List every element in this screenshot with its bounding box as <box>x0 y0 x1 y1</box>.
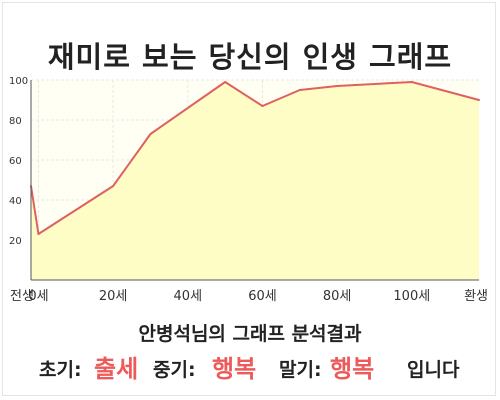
mid-period-label: 중기: <box>153 359 196 381</box>
area-fill <box>31 82 479 280</box>
data-point <box>261 105 264 107</box>
late-period-label: 말기: <box>279 359 322 381</box>
y-tick-label: 100 <box>9 76 28 87</box>
data-point <box>336 85 339 87</box>
card-frame <box>2 2 496 396</box>
x-tick-label: 환생 <box>464 289 488 304</box>
late-period-value: 행복 <box>330 355 375 383</box>
result-summary: 초기: 출세 중기: 행복 말기: 행복 입니다 <box>0 346 500 383</box>
x-tick-label: 60세 <box>248 289 277 304</box>
x-tick-label: 80세 <box>323 289 352 304</box>
series-line <box>30 81 480 235</box>
x-tick-label: 0세 <box>28 289 48 304</box>
x-tick-label: 전생 <box>10 289 34 304</box>
y-tick-label: 40 <box>9 196 22 207</box>
x-tick-label: 20세 <box>99 289 128 304</box>
data-point <box>478 99 480 101</box>
data-point <box>112 185 115 187</box>
y-tick-label: 80 <box>9 116 22 127</box>
y-tick-label: 20 <box>9 236 22 247</box>
x-tick-label: 100세 <box>393 289 430 304</box>
x-tick-label: 40세 <box>174 289 203 304</box>
data-point <box>37 233 40 235</box>
early-period-label: 초기: <box>39 359 82 381</box>
mid-period-value: 행복 <box>212 355 257 383</box>
data-point <box>410 81 413 83</box>
early-period-value: 출세 <box>94 355 139 383</box>
result-heading: 안병석님의 그래프 분석결과 <box>138 323 362 345</box>
result-ending: 입니다 <box>407 359 460 381</box>
y-tick-label: 60 <box>9 156 22 167</box>
page-title: 재미로 보는 당신의 인생 그래프 <box>47 40 453 74</box>
data-point <box>224 81 227 83</box>
data-point <box>298 89 301 91</box>
data-point <box>149 133 152 135</box>
